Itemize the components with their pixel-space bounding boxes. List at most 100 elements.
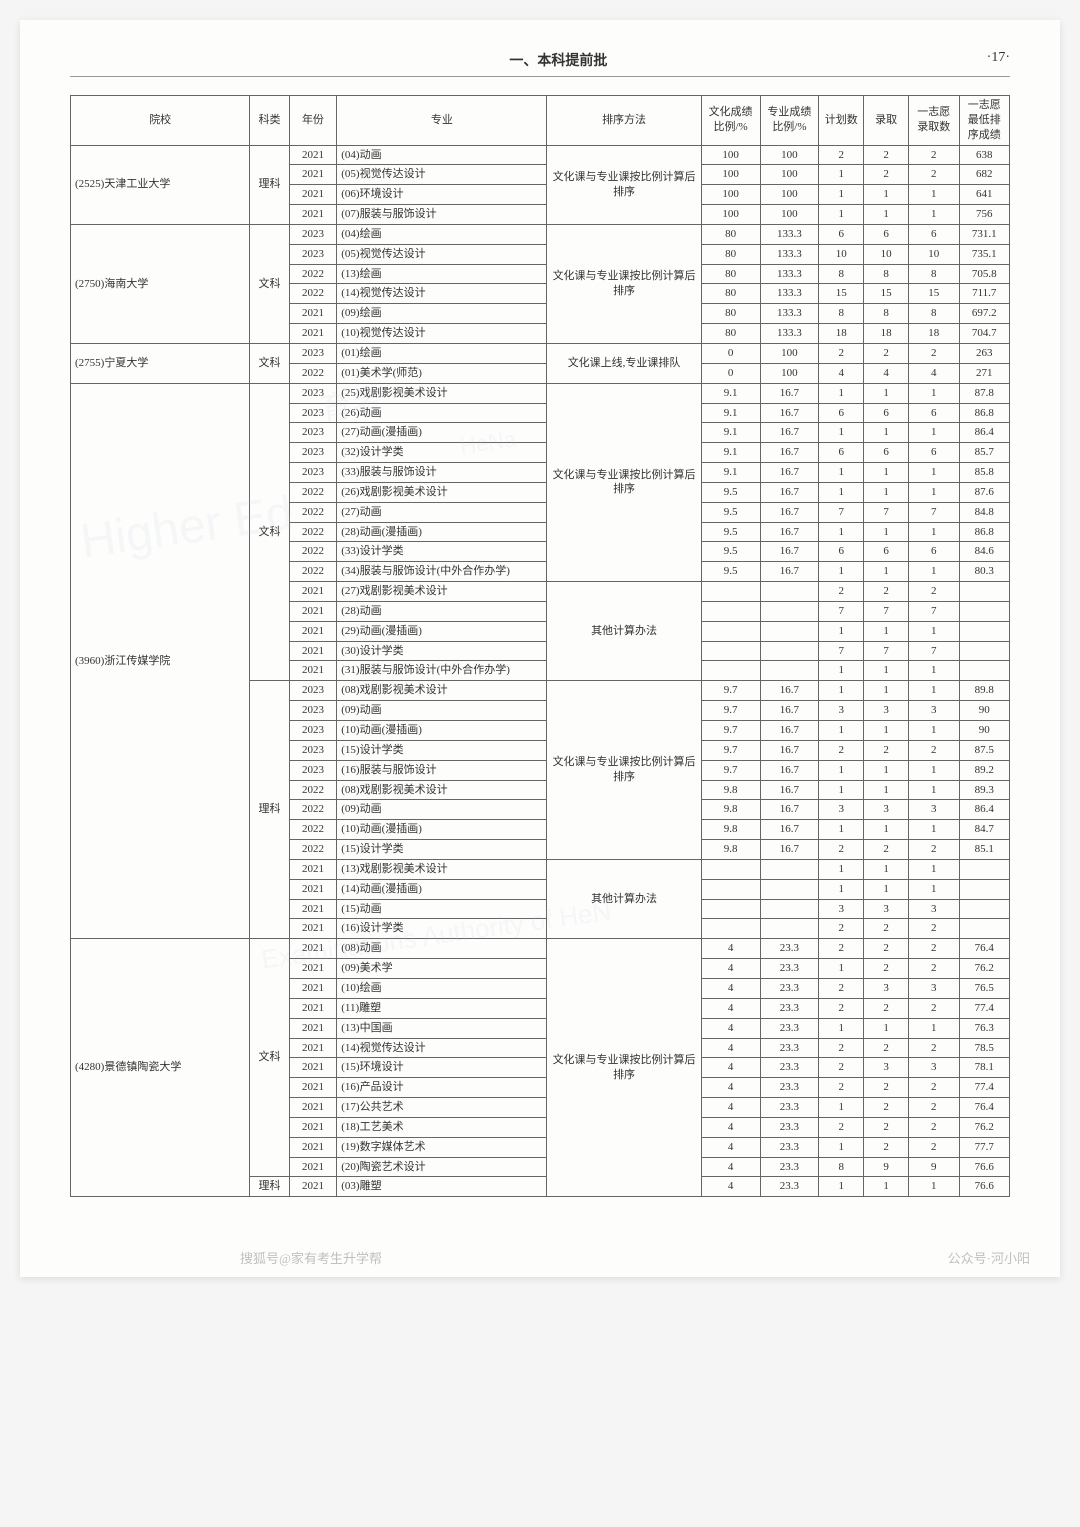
score-cell: 86.8: [959, 522, 1010, 542]
year-cell: 2023: [289, 224, 337, 244]
v1-cell: 2: [909, 1117, 959, 1137]
year-cell: 2023: [289, 740, 337, 760]
year-cell: 2023: [289, 383, 337, 403]
plan-cell: 2: [819, 939, 864, 959]
r2-cell: 23.3: [760, 1157, 819, 1177]
v1-cell: 2: [909, 919, 959, 939]
year-cell: 2023: [289, 701, 337, 721]
adm-cell: 1: [864, 820, 909, 840]
r1-cell: 9.1: [701, 463, 760, 483]
r1-cell: 4: [701, 1098, 760, 1118]
r2-cell: [760, 879, 819, 899]
score-cell: [959, 879, 1010, 899]
plan-cell: 6: [819, 542, 864, 562]
r1-cell: 100: [701, 205, 760, 225]
v1-cell: 2: [909, 840, 959, 860]
plan-cell: 2: [819, 582, 864, 602]
year-cell: 2022: [289, 264, 337, 284]
major-cell: (13)绘画: [337, 264, 547, 284]
r1-cell: 9.7: [701, 721, 760, 741]
major-cell: (14)动画(漫插画): [337, 879, 547, 899]
r1-cell: 9.8: [701, 780, 760, 800]
r2-cell: 16.7: [760, 681, 819, 701]
r2-cell: 23.3: [760, 1117, 819, 1137]
major-cell: (10)绘画: [337, 978, 547, 998]
v1-cell: 1: [909, 621, 959, 641]
score-cell: 76.4: [959, 939, 1010, 959]
adm-cell: 2: [864, 998, 909, 1018]
year-cell: 2021: [289, 1038, 337, 1058]
adm-cell: 2: [864, 343, 909, 363]
major-cell: (09)绘画: [337, 304, 547, 324]
year-cell: 2021: [289, 1177, 337, 1197]
r2-cell: 100: [760, 363, 819, 383]
year-cell: 2021: [289, 582, 337, 602]
r2-cell: 23.3: [760, 939, 819, 959]
plan-cell: 1: [819, 423, 864, 443]
r1-cell: 9.5: [701, 562, 760, 582]
major-cell: (07)服装与服饰设计: [337, 205, 547, 225]
adm-cell: 7: [864, 641, 909, 661]
v1-cell: 2: [909, 165, 959, 185]
r1-cell: [701, 621, 760, 641]
plan-cell: 7: [819, 641, 864, 661]
major-cell: (16)服装与服饰设计: [337, 760, 547, 780]
v1-cell: 1: [909, 383, 959, 403]
r1-cell: 80: [701, 304, 760, 324]
r2-cell: 23.3: [760, 1098, 819, 1118]
plan-cell: 8: [819, 304, 864, 324]
v1-cell: 8: [909, 264, 959, 284]
r1-cell: [701, 899, 760, 919]
page-number: ·17·: [987, 50, 1010, 70]
r1-cell: 9.1: [701, 383, 760, 403]
plan-cell: 6: [819, 403, 864, 423]
school-cell: (2525)天津工业大学: [71, 145, 250, 224]
plan-cell: 1: [819, 780, 864, 800]
v1-cell: 6: [909, 224, 959, 244]
adm-cell: 1: [864, 463, 909, 483]
year-cell: 2023: [289, 760, 337, 780]
plan-cell: 1: [819, 1018, 864, 1038]
col-major: 专业: [337, 96, 547, 146]
major-cell: (15)环境设计: [337, 1058, 547, 1078]
sort-cell: 文化课与专业课按比例计算后排序: [547, 383, 701, 581]
r1-cell: 4: [701, 1117, 760, 1137]
plan-cell: 1: [819, 1177, 864, 1197]
r1-cell: 4: [701, 1137, 760, 1157]
r2-cell: 16.7: [760, 403, 819, 423]
r2-cell: 23.3: [760, 1018, 819, 1038]
plan-cell: 15: [819, 284, 864, 304]
score-cell: [959, 859, 1010, 879]
score-cell: 77.4: [959, 1078, 1010, 1098]
score-cell: 76.3: [959, 1018, 1010, 1038]
track-cell: 理科: [250, 1177, 289, 1197]
r2-cell: 16.7: [760, 383, 819, 403]
year-cell: 2021: [289, 939, 337, 959]
r2-cell: [760, 641, 819, 661]
plan-cell: 1: [819, 482, 864, 502]
v1-cell: 2: [909, 959, 959, 979]
year-cell: 2021: [289, 1098, 337, 1118]
r1-cell: 9.1: [701, 403, 760, 423]
major-cell: (16)设计学类: [337, 919, 547, 939]
adm-cell: 2: [864, 165, 909, 185]
major-cell: (06)环境设计: [337, 185, 547, 205]
col-r2: 专业成绩比例/%: [760, 96, 819, 146]
document-page: Higher Ed 育考 HeNa Examinations Authority…: [20, 20, 1060, 1277]
col-plan: 计划数: [819, 96, 864, 146]
plan-cell: 2: [819, 919, 864, 939]
score-cell: 735.1: [959, 244, 1010, 264]
year-cell: 2021: [289, 601, 337, 621]
year-cell: 2021: [289, 304, 337, 324]
adm-cell: 1: [864, 1177, 909, 1197]
year-cell: 2021: [289, 998, 337, 1018]
score-cell: 87.5: [959, 740, 1010, 760]
plan-cell: 6: [819, 224, 864, 244]
major-cell: (33)设计学类: [337, 542, 547, 562]
r2-cell: [760, 899, 819, 919]
v1-cell: 1: [909, 482, 959, 502]
r2-cell: [760, 661, 819, 681]
r2-cell: 133.3: [760, 324, 819, 344]
adm-cell: 7: [864, 502, 909, 522]
v1-cell: 1: [909, 423, 959, 443]
